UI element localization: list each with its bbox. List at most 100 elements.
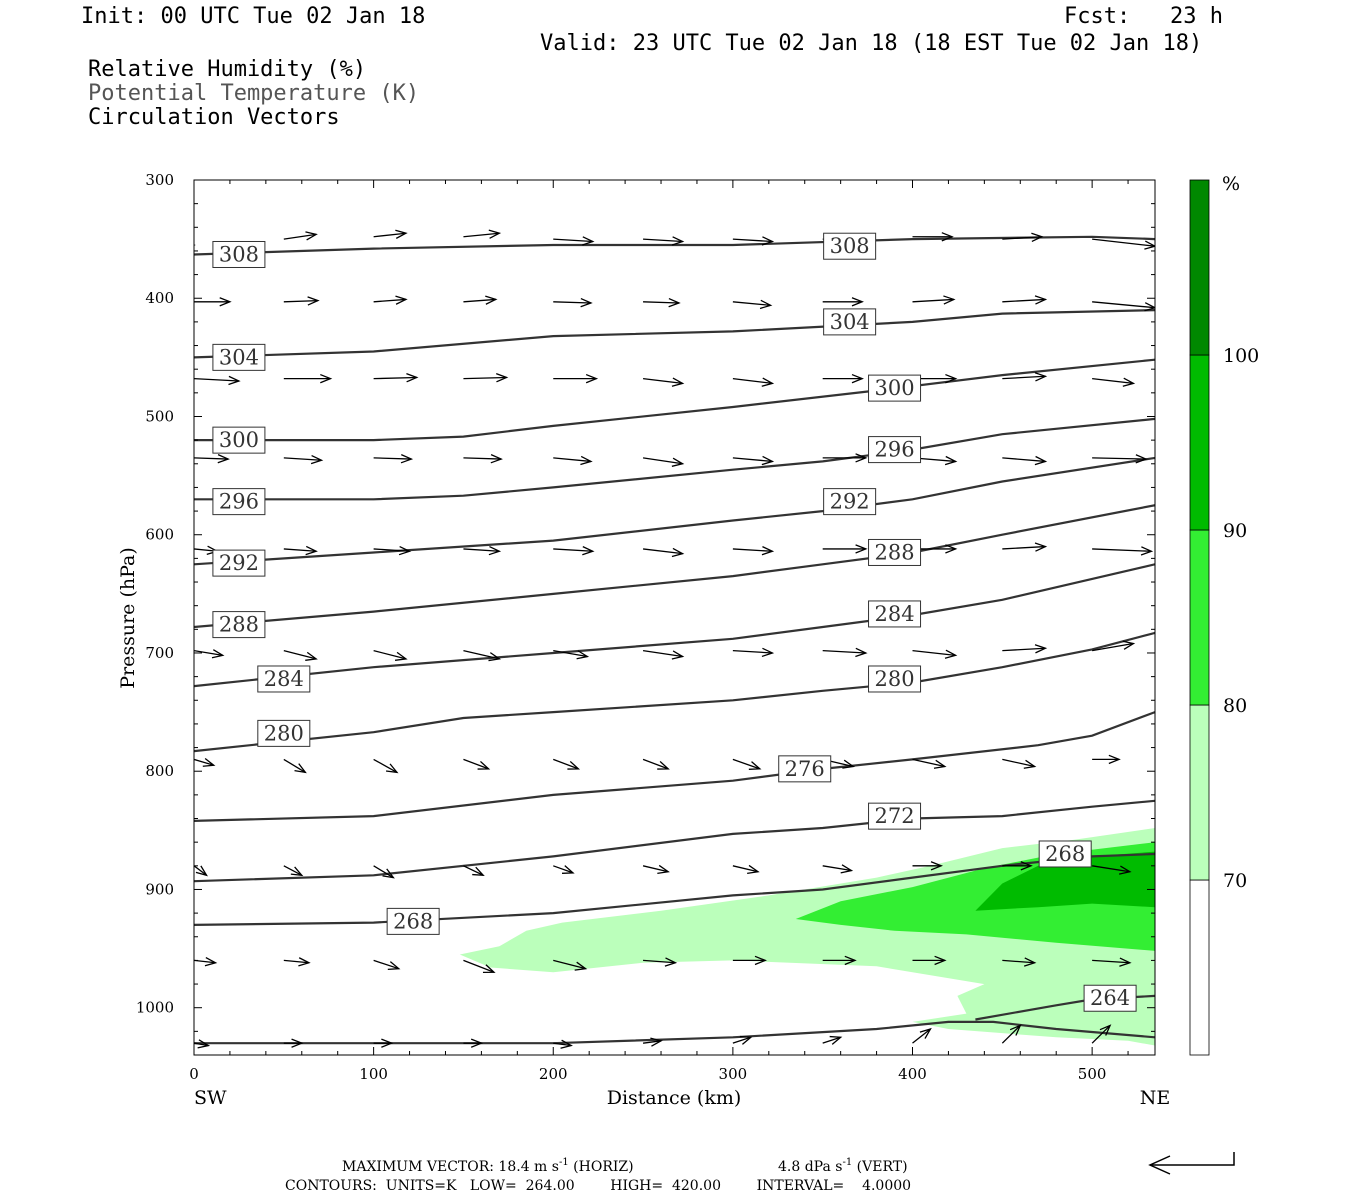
circulation-vector [912,295,956,305]
circulation-vector [283,649,318,661]
legend-circulation-vectors: Circulation Vectors [88,105,340,130]
circulation-vector [1092,546,1154,556]
circulation-vector [732,299,773,310]
contour-label: 284 [868,600,922,628]
axes: 0 100 200 300 400 500 300 400 500 600 700 800 900 100… [136,171,1155,1083]
circulation-vector [642,758,670,770]
circulation-vector [283,758,307,774]
circulation-vector [1002,542,1048,552]
circulation-vector [194,375,241,386]
contour-label: 284 [257,665,311,693]
circulation-vector [912,1027,932,1044]
circulation-vector [1002,957,1037,967]
circulation-vector [642,457,685,467]
colorbar-level-label: 80 [1223,695,1247,717]
circulation-vector [283,296,320,306]
circulation-vector [373,758,399,774]
valid-time: Valid: 23 UTC Tue 02 Jan 18 (18 EST Tue … [540,31,1203,56]
circulation-vector [822,864,854,874]
circulation-vector [553,546,595,556]
y-tick-label: 600 [145,526,174,544]
circulation-vector [642,1037,663,1047]
circulation-vector [912,649,958,659]
max-vector-vert: 4.8 dPa s [778,1159,842,1175]
contour-label-text: 288 [874,540,914,564]
circulation-vector [194,244,196,246]
circulation-vector [1002,232,1044,243]
contour-label-text: 292 [830,490,870,514]
contour-label: 292 [823,488,877,516]
circulation-vector [373,865,395,879]
circulation-vector [1092,238,1155,250]
colorbar-level-label: 90 [1223,520,1247,542]
circulation-vector [732,864,760,874]
circulation-vector [643,957,678,967]
legend-potential-temperature: Potential Temperature (K) [88,81,420,106]
colorbar-segment [1189,179,1210,356]
x-tick-label: 300 [719,1065,748,1083]
circulation-vector [912,861,943,871]
contour-label: 304 [823,308,877,336]
x-end-label-left: SW [194,1087,227,1109]
circulation-vector [463,959,496,973]
x-end-label-right: NE [1140,1087,1171,1109]
contour-label: 308 [212,240,266,268]
y-axis-label: Pressure (hPa) [117,547,139,689]
contour-label-text: 268 [393,909,433,933]
contour-label: 300 [212,426,266,454]
circulation-vector [822,1035,843,1045]
circulation-vector [822,373,864,384]
circulation-vector [1002,644,1048,654]
circulation-vector [822,544,868,554]
circulation-vector [373,454,414,464]
relative-humidity-shading [459,828,1155,1046]
colorbar-unit: % [1222,173,1240,195]
contour-label: 304 [212,343,266,371]
circulation-vector [1092,377,1136,387]
circulation-vector [732,647,775,658]
contour-label-text: 272 [874,804,914,828]
colorbar: 70 80 90 100 [1189,179,1259,1056]
contour-label-text: 296 [874,438,914,462]
circulation-vector [194,297,232,307]
contour-label: 264 [1083,984,1137,1012]
contour-label-text: 300 [874,376,914,400]
contour-labels: 308 308 304 304 300 300 296 296 292 292 288 288 284 2… [212,232,1137,1012]
colorbar-segment [1189,354,1210,531]
theta-contour-304 [194,309,1155,359]
circulation-vector [463,373,509,383]
plot-frame [193,179,1156,1056]
contour-label-text: 304 [830,310,870,334]
circulation-vector [194,757,216,767]
reference-vector-icon [1148,1152,1235,1175]
contour-label-text: 284 [874,602,914,626]
init-time: Init: 00 UTC Tue 02 Jan 18 [81,4,426,29]
circulation-vector [373,649,408,661]
circulation-vector [463,229,502,239]
contour-label-text: 292 [219,551,259,575]
circulation-vector [642,864,670,874]
contour-label: 276 [778,755,832,783]
contour-label: 296 [868,436,922,464]
circulation-vector [194,649,225,659]
y-tick-label: 300 [145,171,174,189]
circulation-vector [1002,295,1048,305]
contour-label: 288 [868,538,922,566]
circulation-vector [643,297,681,308]
circulation-vector [643,236,685,246]
circulation-vector [553,758,581,770]
circulation-vector [553,455,593,466]
theta-contour-284 [194,563,1155,688]
colorbar-segment [1189,879,1210,1056]
circulation-vector [553,959,588,971]
contour-label: 292 [212,549,266,577]
theta-contour-308 [194,235,1155,256]
y-tick-label: 500 [145,407,174,425]
contour-label-text: 284 [264,667,304,691]
contour-label-text: 276 [785,757,825,781]
contour-label-text: 268 [1045,842,1085,866]
circulation-vector [194,865,208,877]
circulation-vector [194,957,218,967]
circulation-vector [822,647,868,658]
